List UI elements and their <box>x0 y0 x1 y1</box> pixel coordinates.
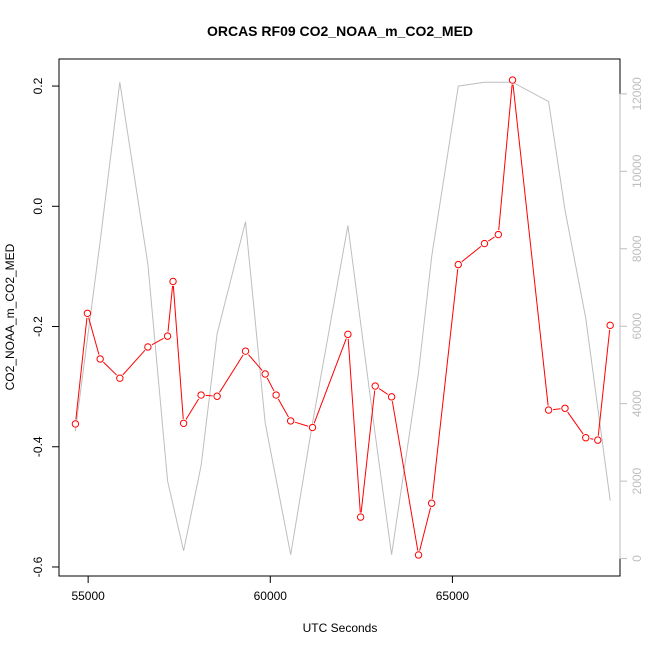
primary-series-segment <box>75 317 88 420</box>
primary-series-segment <box>294 421 309 427</box>
series-layer <box>71 76 614 559</box>
primary-series-point <box>96 355 104 363</box>
primary-series-segment <box>172 285 184 419</box>
y2-tick-label: 10000 <box>630 154 644 188</box>
primary-series-segment <box>553 408 561 411</box>
primary-series-segment <box>266 377 275 392</box>
primary-series-segment <box>185 398 200 420</box>
x-axis: 55000 60000 65000 <box>71 576 469 603</box>
primary-series-point <box>427 499 436 507</box>
chart-title: ORCAS RF09 CO2_NOAA_m_CO2_MED <box>207 23 473 39</box>
primary-series-point <box>561 404 569 412</box>
primary-series-point <box>494 230 503 239</box>
primary-series-segment <box>151 337 164 346</box>
primary-series-segment <box>461 245 482 263</box>
primary-series-segment <box>277 398 289 418</box>
primary-series-point <box>116 374 124 382</box>
primary-series-point <box>272 391 280 399</box>
primary-series-segment <box>590 438 594 440</box>
primary-series-point <box>169 277 177 286</box>
secondary-series-line <box>74 81 611 555</box>
primary-series-point <box>454 260 462 269</box>
primary-series-segment <box>167 285 174 332</box>
primary-series-segment <box>88 317 100 355</box>
primary-series-point <box>414 551 423 559</box>
y-tick-label: -0.4 <box>31 436 45 457</box>
primary-series-point <box>356 513 365 521</box>
primary-series-point <box>179 419 188 428</box>
y-axis-label: CO2_NOAA_m_CO2_MED <box>3 243 17 390</box>
y2-tick-label: 4000 <box>630 390 644 417</box>
y-axis-right: 0 2000 4000 6000 8000 10000 12000 <box>619 77 644 562</box>
primary-series-segment <box>205 394 213 397</box>
primary-series-point <box>144 343 152 351</box>
y-tick-label: -0.2 <box>31 316 45 337</box>
primary-series-segment <box>567 411 584 435</box>
primary-series-point <box>606 321 614 330</box>
primary-series-point <box>286 417 295 425</box>
primary-series-point <box>71 420 80 428</box>
x-tick-label: 65000 <box>436 589 470 603</box>
primary-series-segment <box>498 84 513 231</box>
x-tick-label: 55000 <box>71 589 105 603</box>
primary-series-point <box>480 239 489 248</box>
y2-tick-label: 2000 <box>630 467 644 494</box>
y-tick-label: 0.2 <box>31 77 45 94</box>
y2-tick-label: 6000 <box>630 313 644 340</box>
primary-series-segment <box>122 349 146 376</box>
primary-series-point <box>308 423 317 432</box>
primary-series-point <box>241 347 250 355</box>
y2-tick-label: 8000 <box>630 235 644 262</box>
primary-series-point <box>594 436 602 444</box>
primary-series-segment <box>378 388 389 395</box>
primary-series-segment <box>597 329 611 436</box>
primary-series-point <box>163 332 172 340</box>
x-axis-label: UTC Seconds <box>303 621 378 635</box>
primary-series-segment <box>313 338 347 424</box>
primary-series-point <box>213 392 221 400</box>
primary-series-point <box>261 370 269 378</box>
primary-series-point <box>544 406 553 414</box>
y2-tick-label: 12000 <box>630 77 644 111</box>
primary-series-segment <box>419 507 432 551</box>
x-tick-label: 60000 <box>254 589 288 603</box>
primary-series-segment <box>347 338 361 513</box>
primary-series-segment <box>487 236 495 242</box>
primary-series-segment <box>512 84 549 406</box>
primary-series-point <box>83 309 92 317</box>
primary-series-segment <box>391 401 419 551</box>
primary-series-segment <box>219 354 244 393</box>
primary-series-point <box>197 391 205 399</box>
y2-tick-label: 0 <box>630 555 644 562</box>
primary-series-point <box>371 382 379 390</box>
y-tick-label: 0.0 <box>31 198 45 215</box>
primary-series-point <box>582 434 590 442</box>
primary-series-segment <box>360 390 376 513</box>
primary-series-segment <box>103 361 117 376</box>
y-tick-label: -0.6 <box>31 556 45 577</box>
primary-series-point <box>344 330 352 339</box>
primary-series-point <box>508 76 517 84</box>
primary-series-segment <box>431 269 459 499</box>
primary-series-segment <box>248 354 263 371</box>
primary-series-point <box>387 393 396 401</box>
y-axis-left: -0.6 -0.4 -0.2 0.0 0.2 <box>31 77 59 577</box>
